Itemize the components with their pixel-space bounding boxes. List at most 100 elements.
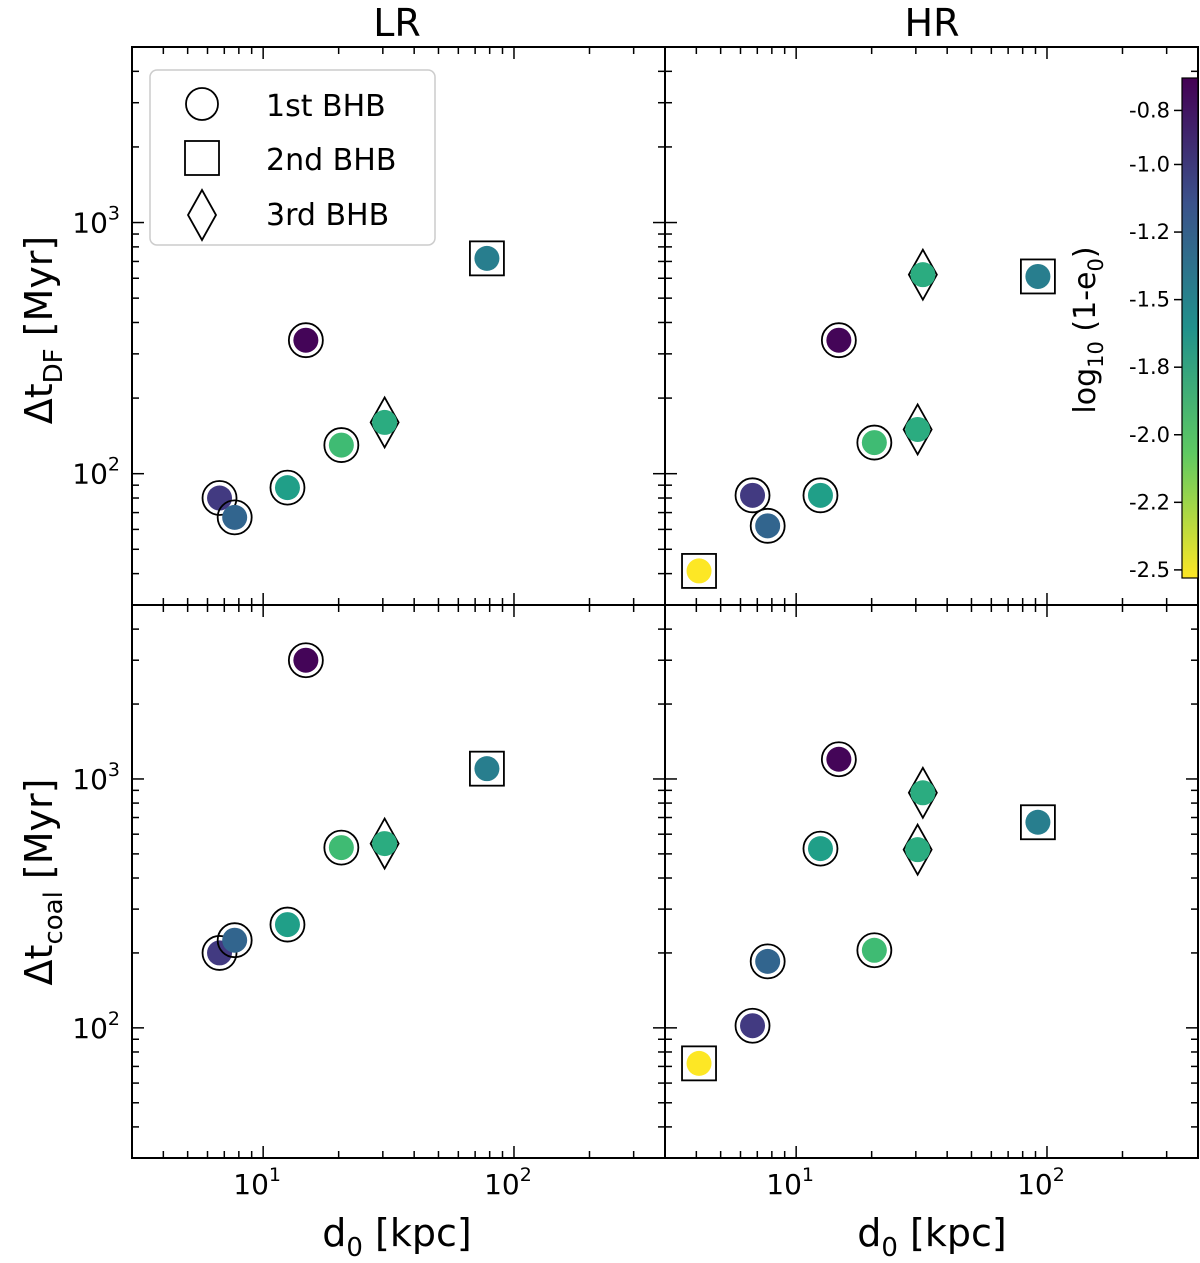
marker-diamond-outline <box>907 247 938 302</box>
legend: 1st BHB 2nd BHB 3rd BHB <box>149 69 436 246</box>
marker-fill <box>686 1050 712 1076</box>
colorbar-tick-label: -1.0 <box>1129 152 1170 176</box>
data-point-square <box>1020 804 1056 841</box>
marker-circle-outline <box>734 477 771 514</box>
marker-fill <box>826 746 852 772</box>
colorbar-tick-label: -2.2 <box>1129 490 1170 514</box>
marker-fill <box>740 1013 766 1039</box>
colorbar-tick-label: -2.0 <box>1129 423 1170 447</box>
data-point-circle <box>856 932 893 969</box>
data-point-circle <box>734 1007 771 1044</box>
marker-fill <box>807 482 833 508</box>
marker-fill <box>755 513 781 539</box>
colorbar: -0.8 -1.0 -1.2 -1.5 -1.8 -2.0 -2.2 -2.5 log10 (… <box>1068 77 1199 582</box>
legend-square-marker <box>184 140 220 176</box>
marker-circle-outline <box>287 322 324 359</box>
data-point-circle <box>323 427 360 463</box>
marker-fill <box>328 432 354 458</box>
data-point-square <box>1020 258 1056 295</box>
y-tick-label: 103 <box>72 759 120 796</box>
marker-circle-outline <box>269 469 306 506</box>
data-point-diamond <box>902 402 933 457</box>
legend-label-1st: 1st BHB <box>266 89 386 124</box>
y-tick-label: 102 <box>72 454 120 491</box>
axis-tick-labels: 101 102 101 102 102 103 102 103 <box>72 203 1065 1201</box>
marker-diamond-outline <box>902 402 933 457</box>
legend-circle-marker <box>185 87 219 121</box>
marker-circle-outline <box>201 480 238 516</box>
marker-fill <box>826 327 852 353</box>
legend-box <box>149 69 436 246</box>
data-point-circle <box>216 922 253 959</box>
legend-label-2nd: 2nd BHB <box>266 143 396 178</box>
marker-fill <box>274 475 300 501</box>
marker-circle-outline <box>323 829 360 866</box>
data-point-circle <box>323 829 360 866</box>
marker-circle-outline <box>820 322 857 359</box>
data-point-circle <box>269 469 306 506</box>
data-point-diamond <box>902 822 933 877</box>
marker-fill <box>222 927 248 953</box>
marker-fill <box>1025 809 1051 835</box>
marker-circle-outline <box>287 642 324 679</box>
x-tick-label: 102 <box>1017 1164 1065 1201</box>
data-point-circle <box>269 906 306 943</box>
data-point-square <box>469 750 505 787</box>
marker-fill <box>372 409 398 435</box>
marker-diamond-outline <box>902 822 933 877</box>
colorbar-tick-label: -2.5 <box>1129 558 1170 582</box>
marker-fill <box>807 836 833 862</box>
colorbar-tick-label: -0.8 <box>1129 98 1170 122</box>
data-point-diamond <box>369 395 400 450</box>
marker-circle-outline <box>323 427 360 463</box>
marker-circle-outline <box>802 477 839 514</box>
data-point-circle <box>802 830 839 867</box>
marker-fill <box>474 245 500 271</box>
data-point-square <box>681 553 717 589</box>
colorbar-ticks: -0.8 -1.0 -1.2 -1.5 -1.8 -2.0 -2.2 -2.5 <box>1129 98 1182 582</box>
panel-title-lr: LR <box>373 1 421 45</box>
marker-circle-outline <box>856 932 893 969</box>
legend-label-3rd: 3rd BHB <box>266 198 389 233</box>
ylabel-top: ΔtDF [Myr] <box>17 236 69 425</box>
marker-diamond-outline <box>369 395 400 450</box>
marker-circle-outline <box>802 830 839 867</box>
data-point-square <box>469 240 505 277</box>
marker-fill <box>686 558 712 584</box>
marker-square-outline <box>681 1045 717 1082</box>
colorbar-label: log10 (1-e0) <box>1068 246 1108 413</box>
ylabel-bottom: Δtcoal [Myr] <box>17 779 69 986</box>
legend-diamond-marker <box>186 188 218 242</box>
x-tick-label: 101 <box>233 1164 281 1201</box>
marker-fill <box>372 831 398 857</box>
y-tick-label: 103 <box>72 203 120 240</box>
marker-diamond-outline <box>907 765 938 820</box>
colorbar-tick-label: -1.8 <box>1129 355 1170 379</box>
data-point-circle <box>802 477 839 514</box>
colorbar-tick-label: -1.2 <box>1129 220 1170 244</box>
data-point-diamond <box>907 765 938 820</box>
xlabel-left: d0 [kpc] <box>322 1211 471 1263</box>
marker-square-outline <box>1020 258 1056 295</box>
scatter-points <box>201 240 1056 1082</box>
data-point-circle <box>749 507 786 544</box>
y-tick-label: 102 <box>72 1008 120 1045</box>
marker-fill <box>328 835 354 861</box>
marker-circle-outline <box>216 922 253 959</box>
data-point-circle <box>856 424 893 461</box>
panel-frame-HR-DF <box>664 46 1199 606</box>
x-tick-label: 101 <box>766 1164 814 1201</box>
marker-fill <box>740 482 766 508</box>
data-point-circle <box>749 943 786 980</box>
data-point-circle <box>287 322 324 359</box>
marker-circle-outline <box>749 507 786 544</box>
marker-fill <box>474 756 500 782</box>
marker-circle-outline <box>216 499 253 536</box>
marker-fill <box>905 837 931 863</box>
marker-fill <box>274 912 300 938</box>
data-point-circle <box>287 642 324 679</box>
panel-frames <box>131 46 1199 1159</box>
panel-frame-LR-coal <box>131 604 666 1159</box>
data-point-diamond <box>907 247 938 302</box>
